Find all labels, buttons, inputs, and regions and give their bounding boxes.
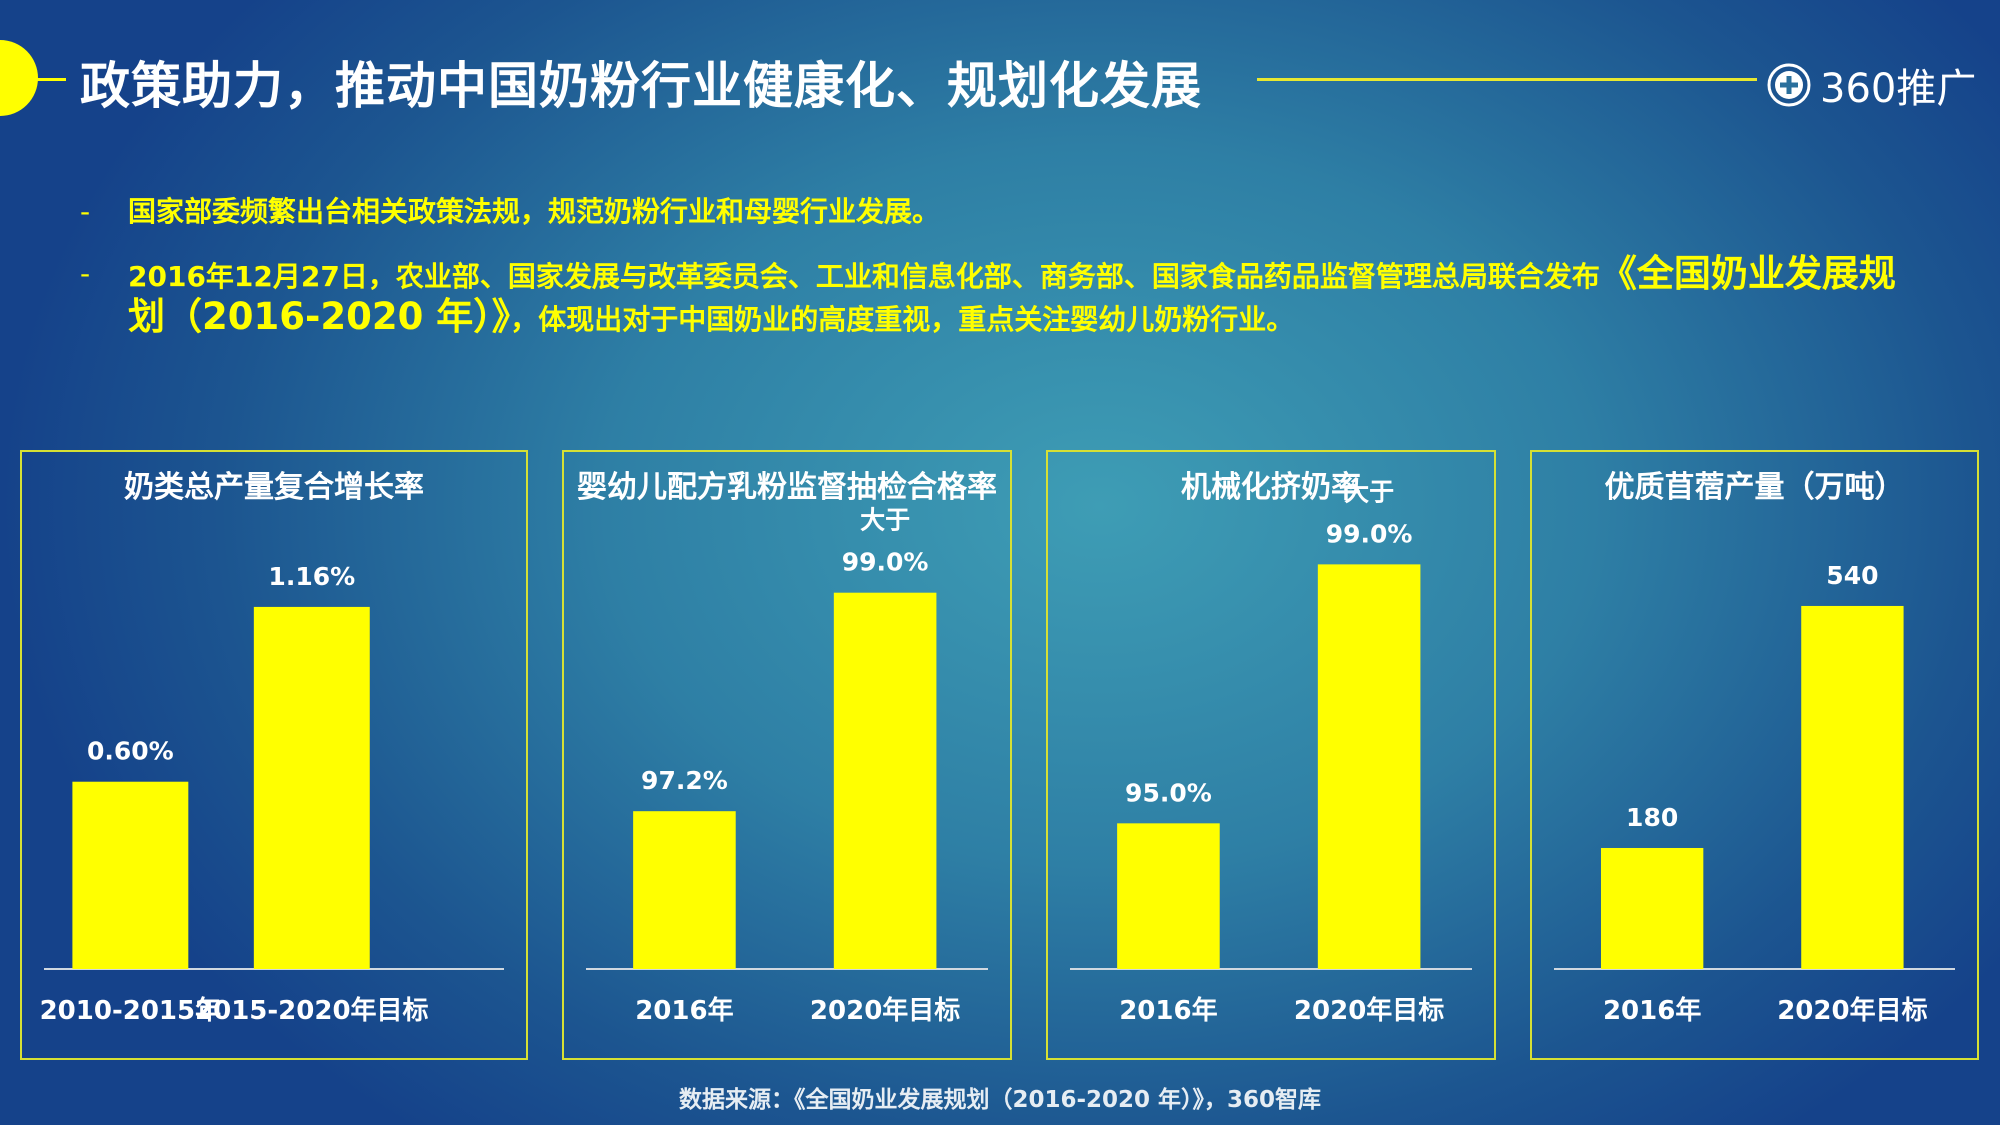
bar	[1801, 605, 1904, 969]
chart-panel-1: 奶类总产量复合增长率 0.60% 2010-2015年 1.16% 2015-2020…	[20, 450, 528, 1060]
chart-title: 婴幼儿配方乳粉监督抽检合格率	[577, 470, 997, 505]
bar-chart: 97.2% 2016年 99.0% 大于 2020年目标	[586, 506, 988, 1026]
bar-chart: 0.60% 2010-2015年 1.16% 2015-2020年目标	[40, 562, 504, 1026]
brand-logo: 360推广	[1766, 56, 1976, 114]
bullet-dash: -	[80, 195, 91, 228]
bullet-text-continued: ，体现出对于中国奶业的高度重视，重点关注婴幼儿奶粉行业。	[510, 303, 1295, 336]
data-label: 0.60%	[87, 737, 174, 766]
bullet-text: 2016年12月27日，农业部、国家发展与改革委员会、工业和信息化部、商务部、国…	[128, 260, 1600, 293]
title-accent-line	[30, 78, 66, 81]
title-divider	[1257, 78, 1757, 81]
bar-chart: 95.0% 2016年 99.0% 大于 2020年目标	[1070, 477, 1472, 1026]
bullet-text: 国家部委频繁出台相关政策法规，规范奶粉行业和母婴行业发展。	[128, 195, 941, 228]
bullet-item-1: - 国家部委频繁出台相关政策法规，规范奶粉行业和母婴行业发展。	[80, 192, 1900, 232]
x-tick-label: 2020年目标	[1777, 995, 1927, 1026]
chart-panel-4: 优质苜蓿产量（万吨） 180 2016年 540 2020年目标	[1530, 450, 1979, 1060]
bar	[253, 606, 370, 969]
data-label: 540	[1826, 561, 1878, 590]
bar	[1317, 564, 1421, 969]
chart-title: 优质苜蓿产量（万吨）	[1604, 470, 1905, 505]
data-label: 95.0%	[1125, 778, 1212, 807]
page-title: 政策助力，推动中国奶粉行业健康化、规划化发展	[80, 57, 1202, 115]
bar	[1600, 847, 1704, 969]
x-tick-label: 2020年目标	[810, 995, 960, 1026]
bullet-list: - 国家部委频繁出台相关政策法规，规范奶粉行业和母婴行业发展。 - 2016年1…	[80, 192, 1900, 362]
data-label-prefix: 大于	[860, 506, 910, 535]
data-source: 数据来源：《全国奶业发展规划（2016-2020 年）》，360智库	[678, 1087, 1322, 1113]
bar	[633, 811, 736, 969]
data-label: 180	[1626, 803, 1678, 832]
bullet-dash: -	[80, 257, 91, 290]
bullet-highlight: 《全国奶业发展规划（2016-2020 年）》	[128, 252, 1896, 338]
bar	[1117, 823, 1220, 969]
bullet-item-2: - 2016年12月27日，农业部、国家发展与改革委员会、工业和信息化部、商务部…	[80, 254, 1900, 340]
chart-panel-2: 婴幼儿配方乳粉监督抽检合格率 97.2% 2016年 99.0% 大于 2020年目标	[562, 450, 1012, 1060]
x-tick-label: 2010-2015年	[40, 995, 222, 1026]
bar	[72, 781, 189, 969]
chart-title: 机械化挤奶率	[1181, 470, 1361, 505]
bar	[833, 592, 937, 969]
logo-text: 360推广	[1820, 66, 1977, 112]
data-label: 99.0%	[842, 548, 929, 577]
chart-panel-3: 机械化挤奶率 95.0% 2016年 99.0% 大于 2020年目标	[1046, 450, 1496, 1060]
data-label-prefix: 大于	[1344, 477, 1394, 506]
x-tick-label: 2015-2020年目标	[195, 995, 429, 1026]
x-tick-label: 2016年	[1603, 995, 1701, 1026]
x-tick-label: 2020年目标	[1294, 995, 1444, 1026]
x-tick-label: 2016年	[1119, 995, 1217, 1026]
plus-circle-icon	[1767, 63, 1811, 107]
x-tick-label: 2016年	[635, 995, 733, 1026]
chart-title: 奶类总产量复合增长率	[124, 470, 424, 505]
data-label: 1.16%	[268, 562, 355, 591]
data-label: 97.2%	[641, 766, 728, 795]
bar-chart: 180 2016年 540 2020年目标	[1554, 561, 1955, 1026]
data-label: 99.0%	[1326, 519, 1413, 548]
